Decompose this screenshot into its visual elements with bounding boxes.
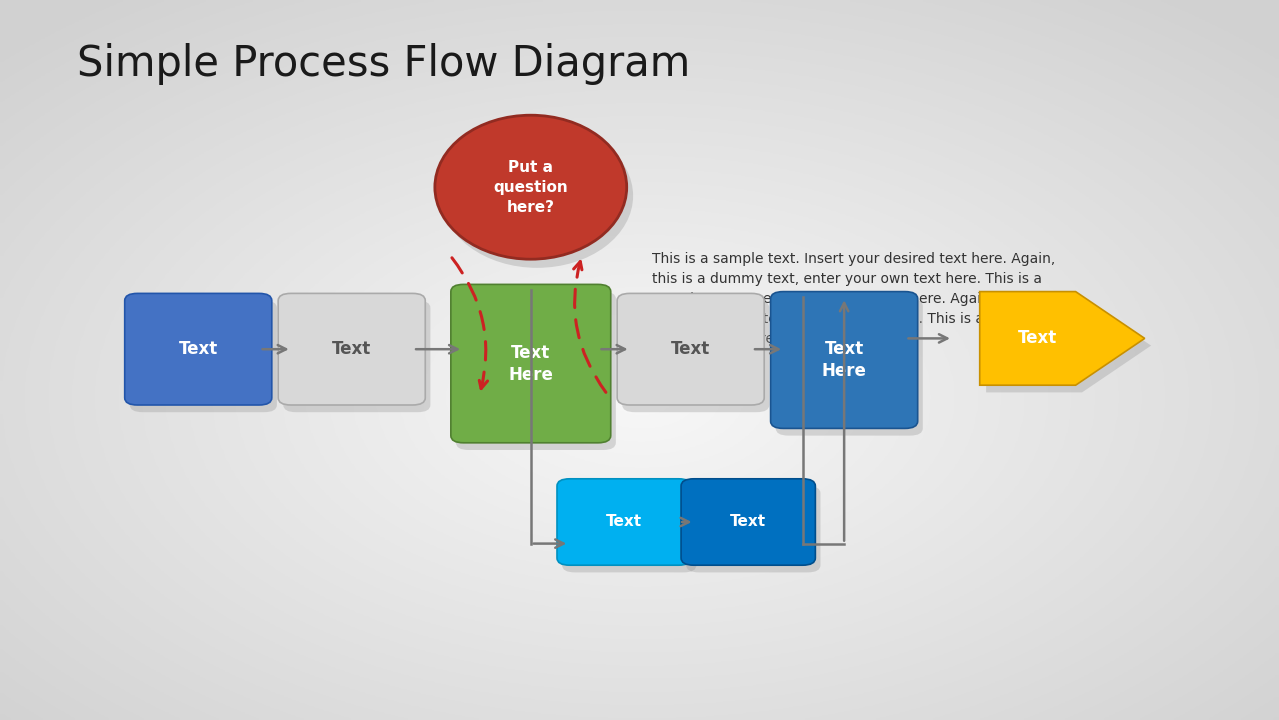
Text: Text
Here: Text Here	[508, 343, 554, 384]
Text: Text: Text	[179, 340, 217, 358]
FancyBboxPatch shape	[125, 294, 272, 405]
FancyBboxPatch shape	[686, 486, 821, 572]
Text: Simple Process Flow Diagram: Simple Process Flow Diagram	[77, 43, 689, 85]
Text: Put a
question
here?: Put a question here?	[494, 160, 568, 215]
FancyBboxPatch shape	[680, 479, 816, 565]
FancyBboxPatch shape	[284, 301, 430, 412]
FancyBboxPatch shape	[770, 292, 918, 428]
FancyBboxPatch shape	[450, 284, 611, 443]
Text: Text: Text	[730, 515, 766, 529]
Text: Text
Here: Text Here	[821, 340, 867, 380]
FancyBboxPatch shape	[623, 301, 770, 412]
FancyBboxPatch shape	[558, 479, 691, 565]
Text: Text: Text	[606, 515, 642, 529]
FancyBboxPatch shape	[130, 301, 276, 412]
Text: Text: Text	[671, 340, 710, 358]
FancyBboxPatch shape	[455, 292, 616, 450]
FancyBboxPatch shape	[775, 299, 923, 436]
Text: Text: Text	[1018, 329, 1056, 347]
Text: Text: Text	[333, 340, 371, 358]
FancyBboxPatch shape	[563, 486, 696, 572]
FancyBboxPatch shape	[279, 294, 425, 405]
FancyBboxPatch shape	[618, 294, 765, 405]
Ellipse shape	[441, 124, 633, 268]
Polygon shape	[980, 292, 1145, 385]
Polygon shape	[986, 299, 1151, 392]
Ellipse shape	[435, 115, 627, 259]
Text: This is a sample text. Insert your desired text here. Again,
this is a dummy tex: This is a sample text. Insert your desir…	[652, 252, 1076, 346]
